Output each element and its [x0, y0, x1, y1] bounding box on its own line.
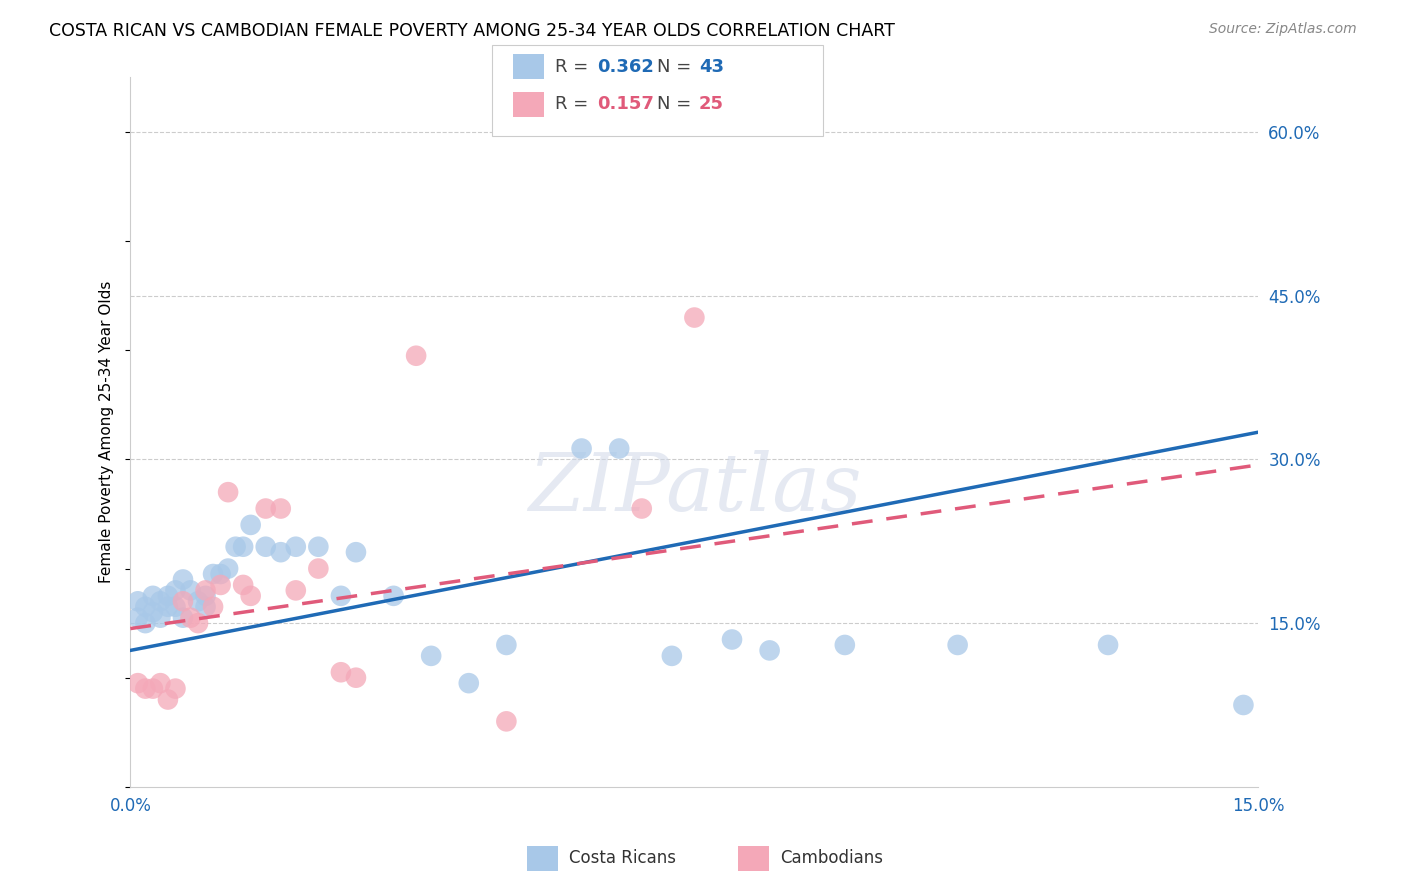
Text: N =: N = — [657, 58, 696, 76]
Point — [382, 589, 405, 603]
Point — [127, 676, 149, 690]
Point — [127, 610, 149, 624]
Point — [270, 545, 292, 559]
Point — [232, 540, 254, 554]
Text: Cambodians: Cambodians — [780, 849, 883, 867]
Point — [307, 540, 329, 554]
Text: 0.157: 0.157 — [598, 95, 654, 113]
Text: COSTA RICAN VS CAMBODIAN FEMALE POVERTY AMONG 25-34 YEAR OLDS CORRELATION CHART: COSTA RICAN VS CAMBODIAN FEMALE POVERTY … — [49, 22, 896, 40]
Point — [172, 573, 194, 587]
Point — [202, 599, 225, 614]
Point — [344, 545, 367, 559]
Point — [344, 671, 367, 685]
Point — [217, 561, 239, 575]
Point — [202, 567, 225, 582]
Point — [142, 589, 165, 603]
Point — [134, 599, 156, 614]
Point — [495, 638, 517, 652]
Point — [127, 594, 149, 608]
Text: 43: 43 — [699, 58, 724, 76]
Text: Costa Ricans: Costa Ricans — [569, 849, 676, 867]
Point — [946, 638, 969, 652]
Point — [661, 648, 683, 663]
Point — [495, 714, 517, 729]
Point — [165, 583, 187, 598]
Point — [156, 589, 179, 603]
Point — [225, 540, 247, 554]
Point — [1097, 638, 1119, 652]
Point — [194, 589, 217, 603]
Point — [630, 501, 652, 516]
Point — [457, 676, 479, 690]
Point — [571, 442, 593, 456]
Point — [187, 616, 209, 631]
Point — [307, 561, 329, 575]
Point — [142, 681, 165, 696]
Point — [239, 589, 262, 603]
Point — [329, 589, 352, 603]
Point — [683, 310, 706, 325]
Point — [194, 583, 217, 598]
Point — [165, 681, 187, 696]
Point — [209, 578, 232, 592]
Point — [187, 594, 209, 608]
Point — [209, 567, 232, 582]
Point — [284, 583, 307, 598]
Point — [254, 501, 277, 516]
Point — [1232, 698, 1254, 712]
Point — [834, 638, 856, 652]
Point — [134, 616, 156, 631]
Point — [270, 501, 292, 516]
Point — [179, 583, 201, 598]
Point — [149, 610, 172, 624]
Point — [149, 594, 172, 608]
Point — [254, 540, 277, 554]
Text: 0.362: 0.362 — [598, 58, 654, 76]
Point — [239, 517, 262, 532]
Point — [232, 578, 254, 592]
Point — [217, 485, 239, 500]
Point — [172, 610, 194, 624]
Point — [179, 610, 201, 624]
Text: R =: R = — [555, 95, 595, 113]
Point — [165, 599, 187, 614]
Text: R =: R = — [555, 58, 595, 76]
Point — [172, 594, 194, 608]
Point — [758, 643, 780, 657]
Point — [721, 632, 744, 647]
Point — [156, 692, 179, 706]
Point — [149, 676, 172, 690]
Point — [284, 540, 307, 554]
Point — [156, 599, 179, 614]
Point — [194, 599, 217, 614]
Point — [607, 442, 630, 456]
Text: ZIPatlas: ZIPatlas — [527, 450, 860, 528]
Point — [329, 665, 352, 680]
Text: N =: N = — [657, 95, 696, 113]
Point — [134, 681, 156, 696]
Text: 25: 25 — [699, 95, 724, 113]
Point — [420, 648, 443, 663]
Point — [142, 605, 165, 619]
Y-axis label: Female Poverty Among 25-34 Year Olds: Female Poverty Among 25-34 Year Olds — [100, 281, 114, 583]
Text: Source: ZipAtlas.com: Source: ZipAtlas.com — [1209, 22, 1357, 37]
Point — [405, 349, 427, 363]
